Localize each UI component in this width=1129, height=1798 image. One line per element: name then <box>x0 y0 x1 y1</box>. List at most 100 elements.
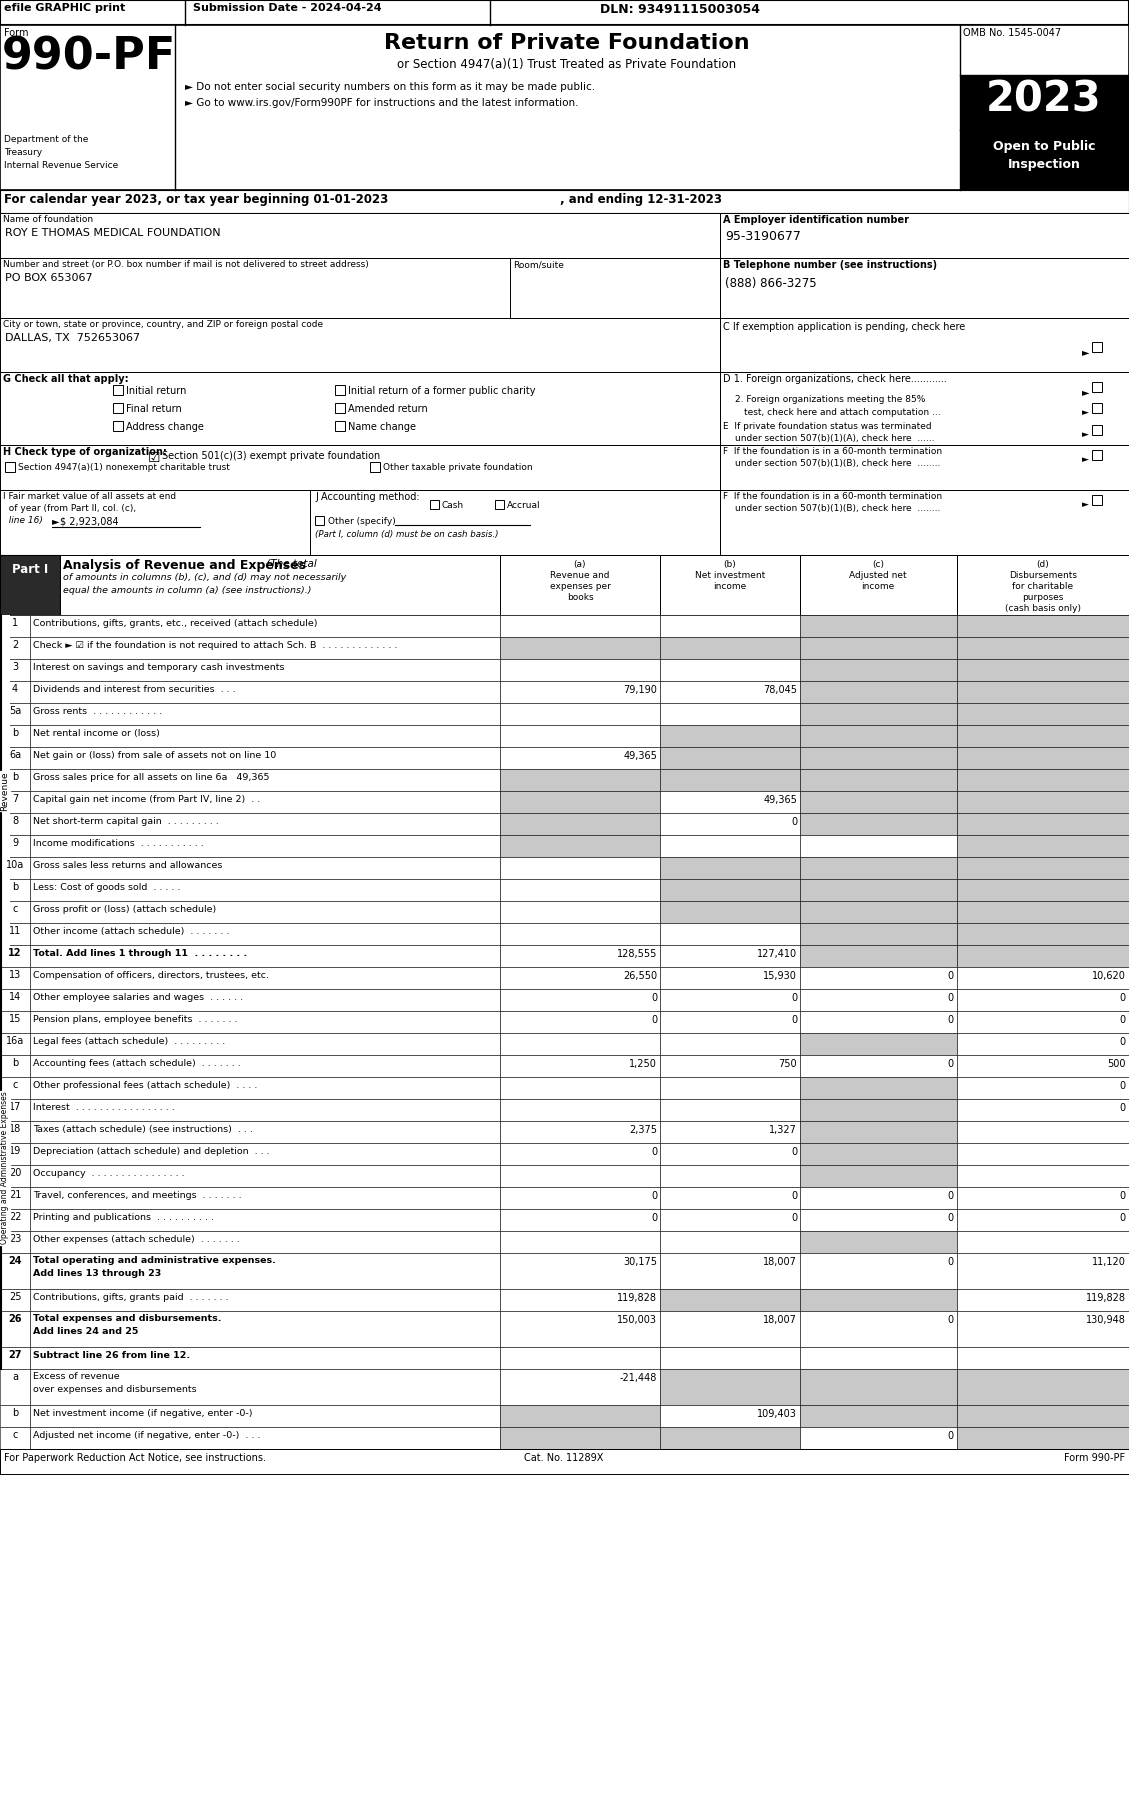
Text: income: income <box>714 583 746 592</box>
Text: ► Go to www.irs.gov/Form990PF for instructions and the latest information.: ► Go to www.irs.gov/Form990PF for instru… <box>185 99 578 108</box>
Bar <box>800 967 957 989</box>
Text: 78,045: 78,045 <box>763 685 797 696</box>
Bar <box>957 770 1129 791</box>
Bar <box>30 1404 500 1428</box>
Bar <box>500 1253 660 1289</box>
Bar <box>660 1368 800 1404</box>
Bar <box>800 1368 957 1404</box>
Text: 1,327: 1,327 <box>769 1126 797 1135</box>
Text: 49,365: 49,365 <box>763 795 797 806</box>
Text: Department of the: Department of the <box>5 135 88 144</box>
Text: Net investment: Net investment <box>694 572 765 581</box>
Bar <box>30 1208 500 1232</box>
Bar <box>500 1404 660 1428</box>
Bar <box>957 1187 1129 1208</box>
Text: ►: ► <box>1082 455 1088 464</box>
Text: H Check type of organization:: H Check type of organization: <box>3 448 167 457</box>
Text: 2. Foreign organizations meeting the 85%: 2. Foreign organizations meeting the 85% <box>735 396 926 405</box>
Bar <box>660 834 800 858</box>
Text: 150,003: 150,003 <box>618 1314 657 1325</box>
Bar <box>660 901 800 922</box>
Text: OMB No. 1545-0047: OMB No. 1545-0047 <box>963 29 1061 38</box>
Bar <box>30 1289 500 1311</box>
Bar <box>30 746 500 770</box>
Bar <box>0 1034 30 1055</box>
Text: ☑: ☑ <box>148 451 160 466</box>
Bar <box>1092 403 1102 414</box>
Bar <box>800 1404 957 1428</box>
Text: 0: 0 <box>1120 1016 1126 1025</box>
Bar <box>500 1289 660 1311</box>
Text: 990-PF: 990-PF <box>2 34 176 77</box>
Bar <box>0 1311 30 1347</box>
Text: Name change: Name change <box>348 423 415 432</box>
Text: Cat. No. 11289X: Cat. No. 11289X <box>524 1453 604 1464</box>
Text: 22: 22 <box>9 1212 21 1223</box>
Text: Net gain or (loss) from sale of assets not on line 10: Net gain or (loss) from sale of assets n… <box>33 752 277 761</box>
Text: 10a: 10a <box>6 859 24 870</box>
Text: 130,948: 130,948 <box>1086 1314 1126 1325</box>
Text: 0: 0 <box>791 1190 797 1201</box>
Bar <box>30 1010 500 1034</box>
Bar <box>0 791 30 813</box>
Bar <box>500 791 660 813</box>
Bar <box>660 1055 800 1077</box>
Bar <box>30 1077 500 1099</box>
Text: 0: 0 <box>948 992 954 1003</box>
Bar <box>0 1055 30 1077</box>
Text: or Section 4947(a)(1) Trust Treated as Private Foundation: or Section 4947(a)(1) Trust Treated as P… <box>397 58 736 70</box>
Bar <box>957 1120 1129 1144</box>
Text: Net short-term capital gain  . . . . . . . . .: Net short-term capital gain . . . . . . … <box>33 816 219 825</box>
Text: test, check here and attach computation ...: test, check here and attach computation … <box>744 408 940 417</box>
Bar <box>500 946 660 967</box>
Bar <box>800 791 957 813</box>
Text: Other (specify): Other (specify) <box>329 518 396 527</box>
Text: Travel, conferences, and meetings  . . . . . . .: Travel, conferences, and meetings . . . … <box>33 1190 242 1199</box>
Bar <box>660 615 800 636</box>
Text: Contributions, gifts, grants paid  . . . . . . .: Contributions, gifts, grants paid . . . … <box>33 1293 229 1302</box>
Bar <box>800 834 957 858</box>
Bar <box>0 556 60 615</box>
Text: Treasury: Treasury <box>5 147 42 156</box>
Text: 0: 0 <box>651 1016 657 1025</box>
Text: Dividends and interest from securities  . . .: Dividends and interest from securities .… <box>33 685 236 694</box>
Bar <box>113 403 123 414</box>
Text: D 1. Foreign organizations, check here............: D 1. Foreign organizations, check here..… <box>723 374 947 385</box>
Text: Room/suite: Room/suite <box>513 261 563 270</box>
Bar <box>0 491 310 556</box>
Bar <box>957 879 1129 901</box>
Text: (b): (b) <box>724 559 736 568</box>
Text: Number and street (or P.O. box number if mail is not delivered to street address: Number and street (or P.O. box number if… <box>3 261 369 270</box>
Bar <box>957 1010 1129 1034</box>
Bar <box>0 1120 30 1144</box>
Text: 109,403: 109,403 <box>758 1410 797 1419</box>
Bar <box>800 1144 957 1165</box>
Bar <box>0 25 1129 191</box>
Text: Occupancy  . . . . . . . . . . . . . . . .: Occupancy . . . . . . . . . . . . . . . … <box>33 1169 185 1178</box>
Text: 750: 750 <box>778 1059 797 1070</box>
Bar <box>500 1120 660 1144</box>
Text: Gross rents  . . . . . . . . . . . .: Gross rents . . . . . . . . . . . . <box>33 707 163 716</box>
Bar <box>800 1187 957 1208</box>
Bar <box>0 191 1129 212</box>
Bar <box>1092 381 1102 392</box>
Bar <box>957 901 1129 922</box>
Bar <box>660 1208 800 1232</box>
Text: 0: 0 <box>791 992 797 1003</box>
Bar <box>957 1208 1129 1232</box>
Bar <box>500 1010 660 1034</box>
Text: 0: 0 <box>948 1190 954 1201</box>
Bar <box>957 989 1129 1010</box>
Bar <box>0 1232 30 1253</box>
Text: 15: 15 <box>9 1014 21 1025</box>
Bar <box>0 212 720 257</box>
Bar <box>720 372 1129 444</box>
Text: (888) 866-3275: (888) 866-3275 <box>725 277 816 289</box>
Text: 0: 0 <box>948 1257 954 1268</box>
Bar <box>500 746 660 770</box>
Text: (The total: (The total <box>263 559 317 568</box>
Text: 0: 0 <box>651 1190 657 1201</box>
Text: Adjusted net: Adjusted net <box>849 572 907 581</box>
Text: Capital gain net income (from Part IV, line 2)  . .: Capital gain net income (from Part IV, l… <box>33 795 261 804</box>
Bar <box>0 636 30 660</box>
